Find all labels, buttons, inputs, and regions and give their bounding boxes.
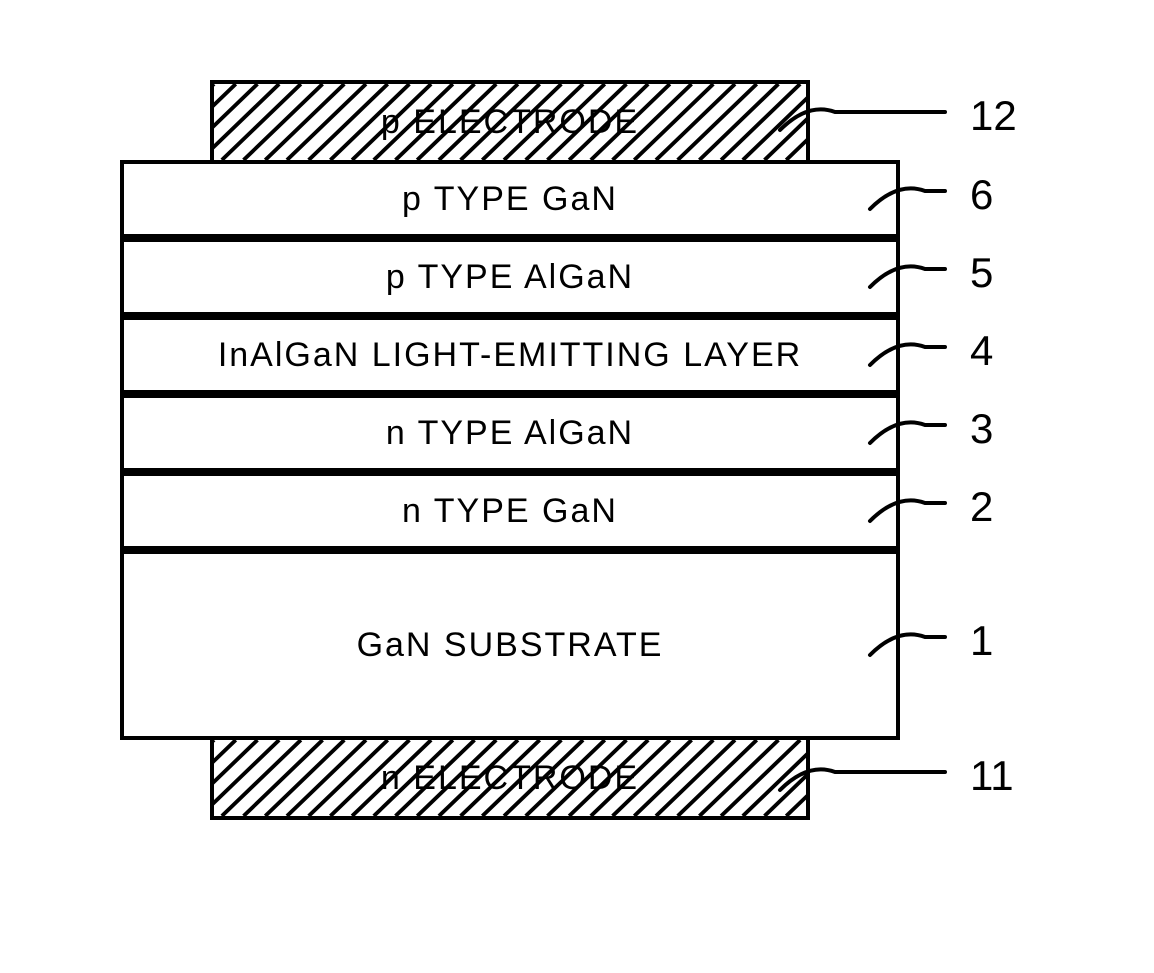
layer-n-gan: n TYPE GaN: [120, 472, 900, 550]
layer-p-gan: p TYPE GaN: [120, 160, 900, 238]
leader-line: [870, 625, 950, 665]
leader-line: [870, 179, 950, 219]
leader-line: [780, 100, 950, 140]
layer-label: n ELECTRODE: [381, 759, 639, 798]
layer-label: GaN SUBSTRATE: [357, 626, 664, 665]
layer-number: 4: [970, 327, 993, 375]
layer-number: 1: [970, 617, 993, 665]
layer-label: p ELECTRODE: [381, 103, 639, 142]
layer-number: 2: [970, 483, 993, 531]
layer-label: p TYPE GaN: [402, 180, 618, 219]
leader-line: [870, 257, 950, 297]
layer-label: p TYPE AlGaN: [386, 258, 634, 297]
layer-number: 3: [970, 405, 993, 453]
layer-p-algan: p TYPE AlGaN: [120, 238, 900, 316]
layer-gan-sub: GaN SUBSTRATE: [120, 550, 900, 740]
layer-p-electrode: p ELECTRODE: [210, 80, 810, 160]
led-layer-diagram: p ELECTRODE 12p TYPE GaN 6p TYPE AlGaN 5…: [120, 80, 1040, 820]
layer-inalgan: InAlGaN LIGHT-EMITTING LAYER: [120, 316, 900, 394]
layer-number: 5: [970, 249, 993, 297]
layer-number: 6: [970, 171, 993, 219]
layer-stack: p ELECTRODE 12p TYPE GaN 6p TYPE AlGaN 5…: [120, 80, 900, 820]
layer-number: 11: [970, 752, 1014, 800]
layer-label: InAlGaN LIGHT-EMITTING LAYER: [218, 336, 802, 375]
layer-number: 12: [970, 92, 1017, 140]
layer-n-electrode: n ELECTRODE: [210, 740, 810, 820]
leader-line: [870, 413, 950, 453]
layer-n-algan: n TYPE AlGaN: [120, 394, 900, 472]
leader-line: [870, 491, 950, 531]
layer-label: n TYPE GaN: [402, 492, 618, 531]
leader-line: [870, 335, 950, 375]
leader-line: [780, 760, 950, 800]
layer-label: n TYPE AlGaN: [386, 414, 634, 453]
